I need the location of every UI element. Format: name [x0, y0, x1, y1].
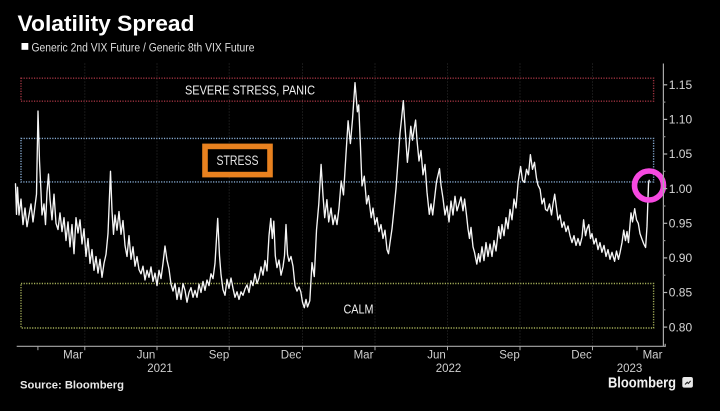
svg-text:Dec: Dec — [571, 350, 592, 362]
svg-text:Mar: Mar — [643, 350, 663, 362]
svg-text:Dec: Dec — [281, 350, 302, 362]
svg-text:Generic 2nd VIX Future / Gener: Generic 2nd VIX Future / Generic 8th VIX… — [32, 43, 255, 55]
svg-text:2023: 2023 — [617, 363, 643, 375]
svg-text:SEVERE STRESS, PANIC: SEVERE STRESS, PANIC — [185, 83, 315, 98]
svg-text:1.05: 1.05 — [669, 147, 693, 161]
svg-text:Source: Bloomberg: Source: Bloomberg — [20, 380, 124, 392]
svg-text:1.00: 1.00 — [669, 182, 693, 196]
svg-text:1.15: 1.15 — [669, 78, 693, 92]
svg-text:0.85: 0.85 — [669, 286, 693, 300]
svg-text:Mar: Mar — [354, 350, 374, 362]
svg-text:STRESS: STRESS — [217, 153, 259, 168]
svg-text:0.90: 0.90 — [669, 251, 693, 265]
svg-text:Bloomberg: Bloomberg — [608, 375, 676, 392]
svg-text:2022: 2022 — [436, 363, 462, 375]
svg-text:0.80: 0.80 — [669, 320, 693, 334]
svg-text:CALM: CALM — [344, 302, 374, 317]
svg-text:1.10: 1.10 — [669, 113, 693, 127]
svg-text:Sep: Sep — [209, 350, 229, 362]
svg-text:2021: 2021 — [147, 363, 173, 375]
svg-text:0.95: 0.95 — [669, 217, 693, 231]
svg-text:Jun: Jun — [137, 350, 156, 362]
svg-text:Jun: Jun — [427, 350, 446, 362]
svg-text:Sep: Sep — [499, 350, 519, 362]
svg-text:Volatility Spread: Volatility Spread — [18, 11, 195, 36]
svg-text:Mar: Mar — [63, 350, 83, 362]
